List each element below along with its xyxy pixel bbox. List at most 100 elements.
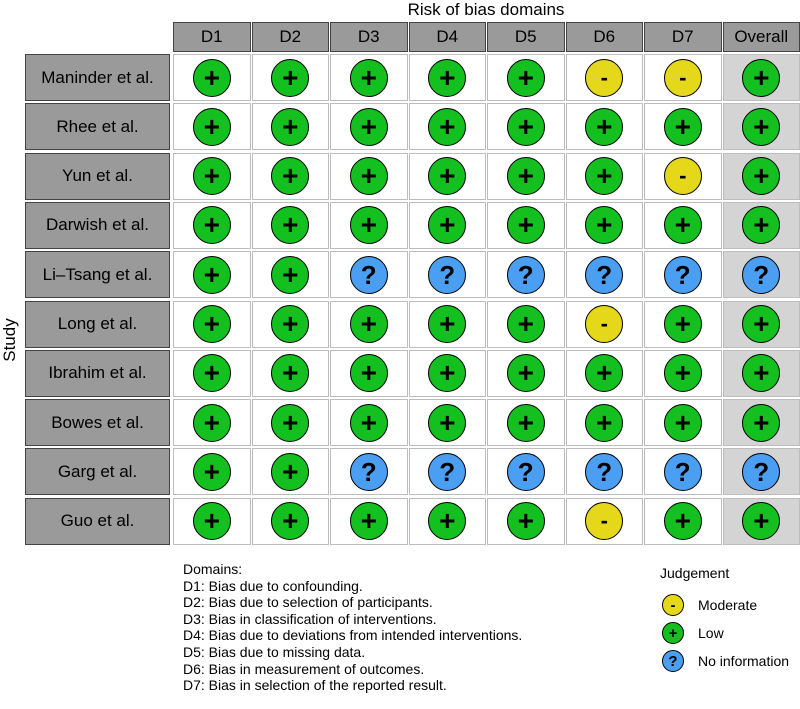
domains-key: Domains: D1: Bias due to confounding. D2… [183,561,522,694]
judgement-low-icon: + [506,157,545,196]
judgement-low-icon: + [271,354,310,393]
column-header-d3: D3 [330,22,408,52]
column-header-d7: D7 [644,22,722,52]
judgement-low-icon: + [428,157,467,196]
judgement-low-icon: + [349,107,388,146]
study-label: Guo et al. [25,497,170,545]
judgement-noinfo-icon: ? [742,255,781,294]
judgement-noinfo-icon: ? [742,452,781,491]
judgement-low-icon: + [192,305,231,343]
chart-title: Risk of bias domains [407,0,565,19]
judgement-low-icon: + [663,206,702,245]
judgement-low-icon: + [506,403,545,442]
study-label: Rhee et al. [25,103,170,151]
judgement-legend: Judgement - Moderate + Low? No information [660,565,789,675]
judgement-low-icon: + [506,107,545,146]
judgement-low-icon: + [349,157,388,196]
column-header-d2: D2 [251,22,329,52]
judgement-low-icon: + [428,305,467,343]
judgement-low-icon: + [428,502,467,541]
judgement-low-icon: + [192,403,231,442]
domains-heading: Domains: [183,561,243,577]
judgement-low-icon: + [506,305,545,343]
judgement-low-icon: + [585,107,624,146]
domain-description: D4: Bias due to deviations from intended… [183,627,523,644]
legend-item-noinfo: ? No information [662,647,789,675]
study-label: Garg et al. [25,448,170,496]
column-header-overall: Overall [722,22,800,52]
legend-item-low: + Low [662,619,789,647]
judgement-low-icon: + [192,354,231,393]
judgement-low-icon: + [506,58,545,97]
judgement-low-icon: + [506,502,545,541]
judgement-noinfo-icon: ? [506,452,545,491]
judgement-low-icon: + [742,107,781,146]
study-label: Long et al. [25,300,170,348]
judgement-low-icon: + [192,107,231,146]
judgement-moderate-icon: - [585,305,624,343]
judgement-moderate-icon: - [663,157,702,196]
legend-low-icon: + [662,622,684,644]
judgement-low-icon: + [663,354,702,393]
judgement-low-icon: + [192,58,231,97]
judgement-low-icon: + [428,107,467,146]
judgement-low-icon: + [349,403,388,442]
judgement-low-icon: + [271,58,310,97]
judgement-noinfo-icon: ? [349,255,388,294]
judgement-low-icon: + [192,206,231,245]
study-label: Ibrahim et al. [25,349,170,397]
judgement-low-icon: + [742,157,781,196]
judgement-low-icon: + [742,502,781,541]
judgement-low-icon: + [663,305,702,343]
domain-description: D6: Bias in measurement of outcomes. [183,660,425,677]
judgement-low-icon: + [428,354,467,393]
judgement-low-icon: + [271,157,310,196]
judgement-noinfo-icon: ? [585,255,624,294]
judgement-low-icon: + [742,58,781,97]
judgement-noinfo-icon: ? [428,452,467,491]
judgement-low-icon: + [585,403,624,442]
legend-label: No information [698,653,790,669]
study-label: Bowes et al. [25,399,170,447]
judgement-low-icon: + [192,157,231,196]
judgement-low-icon: + [271,255,310,294]
judgement-noinfo-icon: ? [506,255,545,294]
column-header-d1: D1 [173,22,251,52]
domain-description: D3: Bias in classification of interventi… [183,610,437,627]
judgement-low-icon: + [271,107,310,146]
study-label: Maninder et al. [25,54,170,101]
judgement-low-icon: + [349,58,388,97]
judgement-low-icon: + [349,206,388,245]
judgement-low-icon: + [506,354,545,393]
judgement-low-icon: + [349,502,388,541]
judgement-moderate-icon: - [585,502,624,541]
judgement-moderate-icon: - [663,58,702,97]
study-label: Li–Tsang et al. [25,251,170,299]
judgement-low-icon: + [271,305,310,343]
judgement-low-icon: + [271,452,310,491]
domain-description: D2: Bias due to selection of participant… [183,594,433,611]
judgement-low-icon: + [585,157,624,196]
domain-description: D7: Bias in selection of the reported re… [183,677,447,694]
judgement-low-icon: + [271,206,310,245]
legend-item-moderate: - Moderate [662,591,789,619]
judgement-noinfo-icon: ? [428,255,467,294]
judgement-low-icon: + [271,502,310,541]
judgement-low-icon: + [349,305,388,343]
judgement-low-icon: + [742,206,781,245]
legend-title: Judgement [660,565,730,581]
judgement-noinfo-icon: ? [585,452,624,491]
judgement-low-icon: + [663,403,702,442]
judgement-low-icon: + [428,403,467,442]
study-label: Darwish et al. [25,201,170,249]
legend-noinfo-icon: ? [662,650,684,672]
column-header-d4: D4 [408,22,486,52]
judgement-low-icon: + [192,502,231,541]
column-header-d6: D6 [565,22,643,52]
judgement-low-icon: + [742,305,781,343]
judgement-moderate-icon: - [585,58,624,97]
judgement-noinfo-icon: ? [349,452,388,491]
judgement-low-icon: + [663,502,702,541]
column-header-d5: D5 [487,22,565,52]
judgement-low-icon: + [585,206,624,245]
